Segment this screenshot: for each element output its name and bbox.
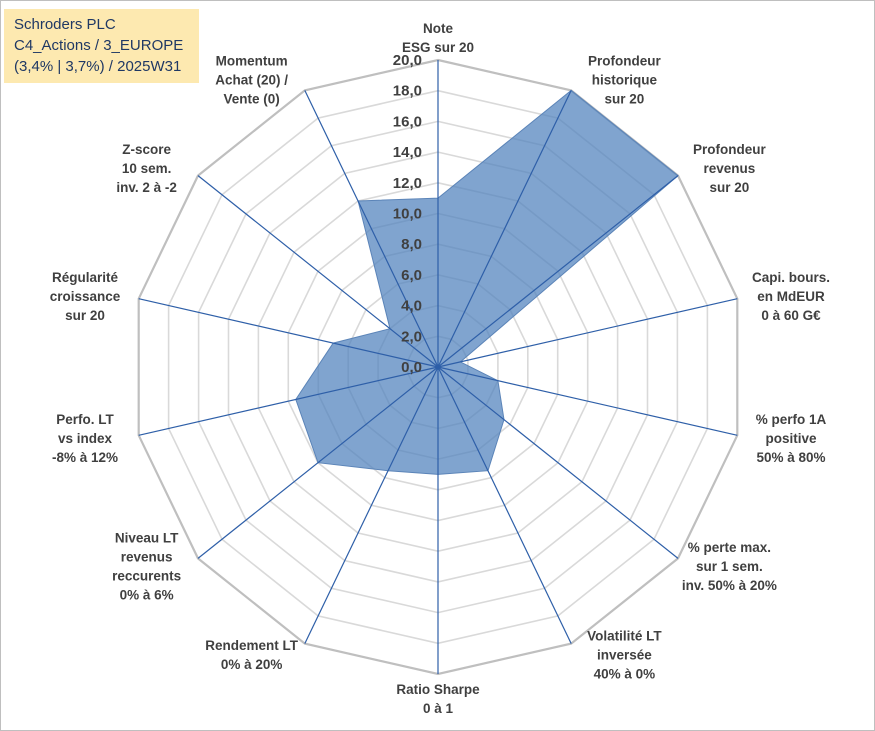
radar-spoke (138, 298, 439, 368)
tick-label: 12,0 (393, 175, 422, 192)
radar-spoke (197, 175, 439, 368)
category-label-line: en MdEUR (757, 289, 825, 304)
category-label-line: Momentum (216, 54, 288, 69)
tick-label: 14,0 (393, 144, 422, 161)
radar-spoke (304, 90, 439, 368)
category-label-line: sur 20 (605, 92, 645, 107)
category-label-line: Achat (20) / (215, 73, 288, 88)
category-label-line: inversée (597, 647, 652, 662)
tick-label: 10,0 (393, 206, 422, 223)
category-label: Z-score 10 sem. inv. 2 à -2 (116, 142, 177, 195)
category-label-line: % perte max. (688, 540, 771, 555)
category-label: Momentum Achat (20) / Vente (0) (215, 54, 288, 107)
category-label-line: revenus (704, 161, 756, 176)
category-label-line: Perfo. LT (56, 412, 114, 427)
category-label-line: sur 20 (65, 308, 105, 323)
category-label: Niveau LT revenus reccurents 0% à 6% (112, 530, 181, 602)
tick-label: 18,0 (393, 83, 422, 100)
category-label-line: % perfo 1A (756, 412, 827, 427)
radial-tick-labels: 0,0 2,0 4,0 6,0 8,0 10,0 12,0 14,0 16,0 18,0 20,0 (393, 52, 422, 376)
radar-spokes (138, 60, 738, 674)
tick-label: 20,0 (393, 52, 422, 69)
category-label: Note ESG sur 20 (402, 21, 474, 55)
category-label: Rendement LT 0% à 20% (205, 638, 299, 672)
category-label-line: Rendement LT (205, 638, 299, 653)
category-label-line: positive (765, 431, 817, 446)
category-label-line: -8% à 12% (52, 450, 118, 465)
category-label-line: Z-score (122, 142, 171, 157)
category-label-line: 0 à 60 G€ (761, 308, 821, 323)
category-label-line: 10 sem. (122, 161, 172, 176)
category-label-line: inv. 50% à 20% (682, 578, 777, 593)
category-label-line: 0% à 6% (120, 587, 174, 602)
radar-spoke (437, 90, 572, 368)
tick-label: 8,0 (401, 236, 422, 253)
category-label-line: sur 1 sem. (696, 559, 763, 574)
category-labels: Note ESG sur 20 Profondeur historique sur 20… (50, 21, 830, 716)
category-label-line: Vente (0) (223, 92, 279, 107)
category-label: Régularité croissance sur 20 (50, 270, 121, 323)
tick-label: 6,0 (401, 267, 422, 284)
radar-spoke (437, 175, 679, 368)
category-label-line: 40% à 0% (594, 666, 656, 681)
category-label: Capi. bours. en MdEUR 0 à 60 G€ (752, 270, 830, 323)
category-label: Ratio Sharpe 0 à 1 (396, 682, 480, 716)
category-label-line: Régularité (52, 270, 119, 285)
category-label-line: Capi. bours. (752, 270, 830, 285)
category-label-line: croissance (50, 289, 121, 304)
category-label: Perfo. LT vs index -8% à 12% (52, 412, 118, 465)
tick-label: 0,0 (401, 359, 422, 376)
radar-spoke (437, 298, 738, 368)
category-label-line: Volatilité LT (587, 628, 662, 643)
radar-spoke (304, 366, 439, 644)
radar-spoke (437, 366, 738, 436)
tick-label: 16,0 (393, 113, 422, 130)
category-label-line: Note (423, 21, 453, 36)
tick-label: 2,0 (401, 328, 422, 345)
category-label-line: reccurents (112, 568, 181, 583)
category-label: % perte max. sur 1 sem. inv. 50% à 20% (682, 540, 777, 593)
category-label-line: sur 20 (710, 180, 750, 195)
category-label: Profondeur revenus sur 20 (693, 142, 766, 195)
category-label-line: Profondeur (693, 142, 766, 157)
category-label: Profondeur historique sur 20 (588, 54, 661, 107)
category-label: % perfo 1A positive 50% à 80% (756, 412, 827, 465)
category-label-line: Profondeur (588, 54, 661, 69)
tick-label: 4,0 (401, 298, 422, 315)
company-name: Schroders PLC (14, 16, 116, 33)
category-label-line: 50% à 80% (756, 450, 825, 465)
category-label: Volatilité LT inversée 40% à 0% (587, 628, 662, 681)
period-line: (3,4% | 3,7%) / 2025W31 (14, 58, 182, 75)
category-label-line: Niveau LT (115, 530, 179, 545)
category-label-line: 0 à 1 (423, 701, 454, 716)
radar-spoke (437, 366, 679, 559)
category-label-line: ESG sur 20 (402, 40, 474, 55)
category-label-line: historique (592, 73, 658, 88)
radar-spoke (138, 366, 439, 436)
category-label-line: 0% à 20% (221, 657, 283, 672)
info-box: Schroders PLC C4_Actions / 3_EUROPE (3,4… (4, 9, 199, 83)
category-label-line: vs index (58, 431, 113, 446)
radar-spoke (437, 366, 572, 644)
category-line: C4_Actions / 3_EUROPE (14, 37, 184, 54)
radar-spoke (197, 366, 439, 559)
category-label-line: Ratio Sharpe (396, 682, 480, 697)
category-label-line: revenus (121, 549, 173, 564)
category-label-line: inv. 2 à -2 (116, 180, 177, 195)
